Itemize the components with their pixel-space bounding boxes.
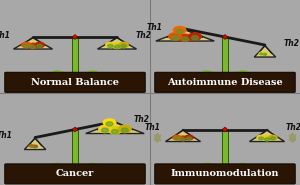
Bar (72, 130, 78, 165)
Polygon shape (24, 138, 46, 149)
Circle shape (108, 126, 122, 135)
Polygon shape (156, 30, 214, 41)
Circle shape (191, 36, 199, 40)
Polygon shape (72, 35, 78, 39)
Polygon shape (166, 130, 200, 142)
Circle shape (105, 42, 116, 48)
Circle shape (263, 53, 266, 55)
Circle shape (178, 33, 192, 42)
Circle shape (258, 52, 264, 55)
Circle shape (268, 134, 278, 141)
Circle shape (121, 44, 126, 48)
Circle shape (182, 37, 189, 41)
Text: Th1: Th1 (0, 131, 13, 140)
Circle shape (21, 42, 32, 48)
Circle shape (262, 52, 268, 56)
Circle shape (184, 134, 194, 141)
Text: Autoimmune Disease: Autoimmune Disease (167, 78, 283, 87)
Circle shape (106, 122, 113, 126)
Circle shape (176, 29, 183, 33)
Text: Th1: Th1 (0, 31, 11, 40)
FancyBboxPatch shape (155, 72, 295, 92)
Circle shape (28, 43, 38, 49)
Polygon shape (250, 130, 285, 142)
Circle shape (101, 128, 109, 132)
Text: Th2: Th2 (286, 123, 300, 132)
Text: Th1: Th1 (145, 123, 161, 132)
Bar (72, 37, 78, 72)
Polygon shape (98, 38, 136, 49)
Polygon shape (222, 127, 228, 132)
Circle shape (108, 44, 113, 48)
Circle shape (118, 125, 132, 133)
Circle shape (172, 26, 187, 34)
Circle shape (259, 137, 263, 140)
Circle shape (30, 45, 36, 48)
Circle shape (98, 125, 112, 133)
Circle shape (168, 32, 182, 41)
Circle shape (112, 43, 122, 49)
Circle shape (28, 144, 34, 148)
Text: Immunomodulation: Immunomodulation (171, 169, 279, 178)
Polygon shape (222, 35, 228, 39)
Circle shape (172, 36, 179, 40)
Circle shape (34, 146, 37, 148)
Circle shape (103, 118, 117, 127)
Circle shape (181, 138, 185, 141)
FancyBboxPatch shape (155, 164, 295, 184)
Circle shape (262, 135, 272, 141)
FancyBboxPatch shape (5, 72, 145, 92)
Circle shape (178, 135, 188, 141)
Text: Th2: Th2 (134, 115, 150, 124)
Circle shape (256, 134, 266, 141)
Polygon shape (254, 46, 276, 57)
Circle shape (121, 128, 128, 132)
Circle shape (30, 146, 33, 147)
Polygon shape (72, 127, 78, 132)
Text: Th2: Th2 (136, 31, 152, 40)
Circle shape (32, 144, 38, 148)
Circle shape (34, 42, 45, 48)
Text: Th2: Th2 (284, 39, 300, 48)
Circle shape (172, 134, 182, 141)
Text: Cancer: Cancer (56, 169, 94, 178)
Circle shape (114, 45, 120, 48)
FancyBboxPatch shape (5, 164, 145, 184)
Circle shape (271, 137, 275, 140)
Circle shape (24, 44, 29, 48)
Text: Normal Balance: Normal Balance (31, 78, 119, 87)
Text: Th1: Th1 (147, 23, 163, 32)
Circle shape (265, 138, 269, 141)
Polygon shape (86, 122, 144, 134)
Circle shape (260, 53, 263, 55)
Circle shape (188, 32, 202, 41)
Circle shape (37, 44, 42, 48)
Circle shape (175, 137, 179, 140)
Circle shape (111, 130, 118, 134)
Polygon shape (14, 38, 52, 49)
Bar (222, 130, 228, 165)
Circle shape (187, 137, 191, 140)
Bar (222, 37, 228, 72)
Circle shape (118, 42, 129, 48)
